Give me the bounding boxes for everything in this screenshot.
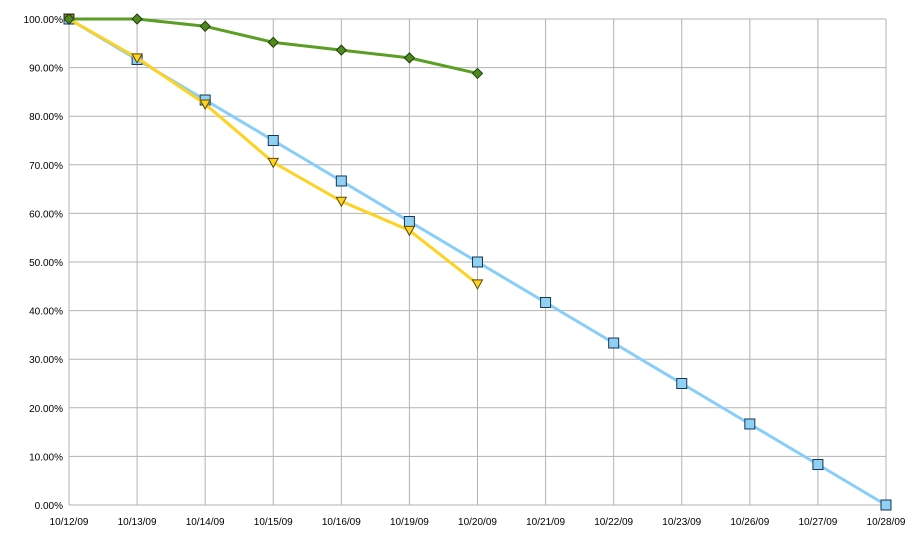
- x-tick-label: 10/16/09: [322, 517, 361, 528]
- y-tick-label: 80.00%: [29, 112, 63, 123]
- x-tick-label: 10/15/09: [254, 517, 293, 528]
- y-tick-label: 100.00%: [24, 15, 64, 26]
- data-point: [403, 216, 415, 228]
- data-point: [676, 378, 688, 389]
- data-point: [403, 52, 416, 64]
- data-point: [744, 418, 756, 430]
- data-point: [880, 499, 892, 511]
- data-point: [812, 459, 824, 471]
- data-point: [131, 53, 143, 64]
- y-tick-label: 0.00%: [35, 501, 63, 512]
- data-point: [199, 20, 211, 32]
- data-point: [471, 67, 484, 80]
- x-tick-label: 10/26/09: [730, 517, 769, 528]
- data-point: [335, 196, 348, 208]
- x-tick-label: 10/22/09: [594, 517, 633, 528]
- data-point: [131, 13, 143, 25]
- series-2: [63, 13, 484, 80]
- data-point: [335, 44, 348, 56]
- x-tick-label: 10/28/09: [867, 517, 906, 528]
- x-tick-label: 10/12/09: [50, 517, 89, 528]
- data-point: [335, 175, 347, 187]
- data-point: [267, 36, 279, 49]
- x-tick-label: 10/13/09: [118, 517, 157, 528]
- data-point: [540, 296, 552, 308]
- data-point: [199, 99, 212, 111]
- y-tick-label: 90.00%: [29, 64, 63, 75]
- y-tick-label: 50.00%: [29, 258, 63, 269]
- y-tick-label: 30.00%: [29, 355, 63, 366]
- series-group: [63, 13, 892, 511]
- data-point: [63, 13, 75, 25]
- data-point: [472, 256, 483, 268]
- x-axis-labels: 10/12/09 10/13/09 10/14/09 10/15/09 10/16/09…: [50, 517, 906, 528]
- x-tick-label: 10/20/09: [458, 517, 497, 528]
- series-1: [63, 14, 484, 290]
- y-tick-label: 10.00%: [29, 452, 63, 463]
- data-point: [267, 135, 279, 146]
- x-tick-label: 10/27/09: [798, 517, 837, 528]
- x-tick-label: 10/23/09: [662, 517, 701, 528]
- x-tick-label: 10/19/09: [390, 517, 429, 528]
- data-point: [608, 337, 620, 349]
- data-point: [267, 157, 280, 169]
- y-tick-label: 40.00%: [29, 307, 63, 318]
- y-tick-label: 20.00%: [29, 404, 63, 415]
- x-tick-label: 10/21/09: [526, 517, 565, 528]
- x-tick-label: 10/14/09: [186, 517, 225, 528]
- y-tick-label: 60.00%: [29, 209, 63, 220]
- data-point: [403, 225, 416, 237]
- y-axis-labels: 0.00% 10.00% 20.00% 30.00% 40.00% 50.00% 60.00…: [24, 15, 64, 512]
- y-tick-label: 70.00%: [29, 161, 63, 172]
- data-point: [471, 279, 484, 290]
